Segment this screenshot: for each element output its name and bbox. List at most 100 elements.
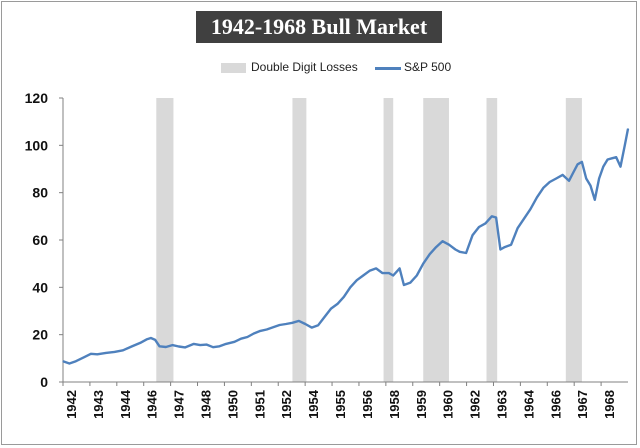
data-point xyxy=(206,344,208,346)
data-point xyxy=(409,282,411,284)
data-point xyxy=(96,353,98,355)
data-point xyxy=(246,336,249,338)
data-point xyxy=(529,208,532,210)
y-tick-label: 20 xyxy=(32,327,48,343)
data-point xyxy=(165,346,167,348)
data-point xyxy=(343,296,345,298)
data-point xyxy=(422,263,424,265)
loss-band-5 xyxy=(486,98,498,382)
data-point xyxy=(381,272,384,274)
data-point xyxy=(323,316,326,318)
x-tick-label: 1947 xyxy=(172,390,187,419)
data-point xyxy=(607,158,609,161)
y-tick-label: 40 xyxy=(32,279,48,295)
data-point xyxy=(62,360,64,362)
data-point xyxy=(272,326,274,328)
data-point xyxy=(585,177,587,180)
data-point xyxy=(362,274,364,277)
data-point xyxy=(278,324,281,326)
loss-band-1 xyxy=(156,98,174,382)
y-tick-labels: 0 20 40 60 80 100 120 xyxy=(25,90,49,390)
data-point xyxy=(594,199,596,201)
data-point xyxy=(375,267,377,269)
x-tick-label: 1966 xyxy=(548,390,563,419)
data-point xyxy=(448,244,450,246)
x-tick-label: 1967 xyxy=(575,390,590,419)
data-point xyxy=(266,328,268,331)
y-tick-label: 120 xyxy=(25,90,49,106)
data-point xyxy=(154,339,156,341)
data-point xyxy=(429,253,431,255)
chart-legend: Double Digit Losses S&P 500 xyxy=(0,58,640,78)
data-point xyxy=(233,341,236,343)
data-point xyxy=(139,342,141,344)
x-tick-label: 1944 xyxy=(118,389,133,419)
loss-band-3 xyxy=(383,98,394,382)
data-point xyxy=(441,240,444,242)
loss-bands xyxy=(156,98,582,382)
chart-axes xyxy=(59,97,628,383)
series-line-sp500 xyxy=(62,128,630,365)
data-point xyxy=(193,343,195,345)
data-point xyxy=(291,322,294,324)
data-point xyxy=(225,343,227,345)
data-point xyxy=(240,338,242,340)
legend-swatch-sp500 xyxy=(375,67,401,70)
data-point xyxy=(158,345,161,347)
data-point xyxy=(131,345,133,348)
legend-swatch-losses xyxy=(221,63,246,73)
data-point xyxy=(330,308,332,310)
data-point xyxy=(90,353,92,355)
data-point xyxy=(68,362,71,365)
data-point xyxy=(146,338,148,340)
x-tick-label: 1956 xyxy=(360,390,375,419)
data-point xyxy=(392,274,394,277)
data-point xyxy=(510,244,512,246)
data-point xyxy=(523,218,525,220)
data-point xyxy=(435,246,437,248)
data-point xyxy=(212,346,214,348)
data-point xyxy=(624,144,626,146)
data-point xyxy=(542,187,544,189)
x-tick-label: 1955 xyxy=(333,390,348,419)
data-point xyxy=(122,349,124,351)
data-point xyxy=(311,326,313,329)
data-point xyxy=(75,360,77,362)
data-point xyxy=(549,181,551,183)
data-point xyxy=(218,345,221,347)
x-tick-label: 1946 xyxy=(145,390,160,419)
data-point xyxy=(369,270,371,272)
data-point xyxy=(150,337,152,339)
data-point xyxy=(178,345,180,348)
data-point xyxy=(516,227,519,229)
loss-band-4 xyxy=(423,98,449,382)
x-tick-label: 1950 xyxy=(225,390,240,419)
data-point xyxy=(298,320,300,322)
data-point xyxy=(403,284,405,286)
data-point xyxy=(577,163,579,165)
data-point xyxy=(568,180,570,182)
x-tick-label: 1958 xyxy=(387,390,402,419)
y-tick-label: 100 xyxy=(25,137,49,153)
data-point xyxy=(388,272,390,274)
data-point xyxy=(499,248,502,251)
data-point xyxy=(356,279,358,281)
loss-band-2 xyxy=(292,98,307,382)
x-tick-label: 1959 xyxy=(414,390,429,419)
data-point xyxy=(491,215,493,217)
x-tick-label: 1952 xyxy=(279,390,294,419)
sp500-series xyxy=(62,128,630,365)
data-point xyxy=(416,274,418,277)
data-point xyxy=(113,351,116,353)
data-point xyxy=(536,196,538,198)
x-tick-label: 1962 xyxy=(468,390,483,419)
x-tick-label: 1954 xyxy=(306,389,321,419)
data-point xyxy=(504,246,506,248)
x-tick-label: 1951 xyxy=(252,390,267,419)
data-point xyxy=(253,332,255,335)
legend-label-sp500: S&P 500 xyxy=(404,60,452,74)
data-point xyxy=(478,226,480,228)
x-tick-label: 1948 xyxy=(199,390,214,419)
legend-label-losses: Double Digit Losses xyxy=(251,60,358,74)
